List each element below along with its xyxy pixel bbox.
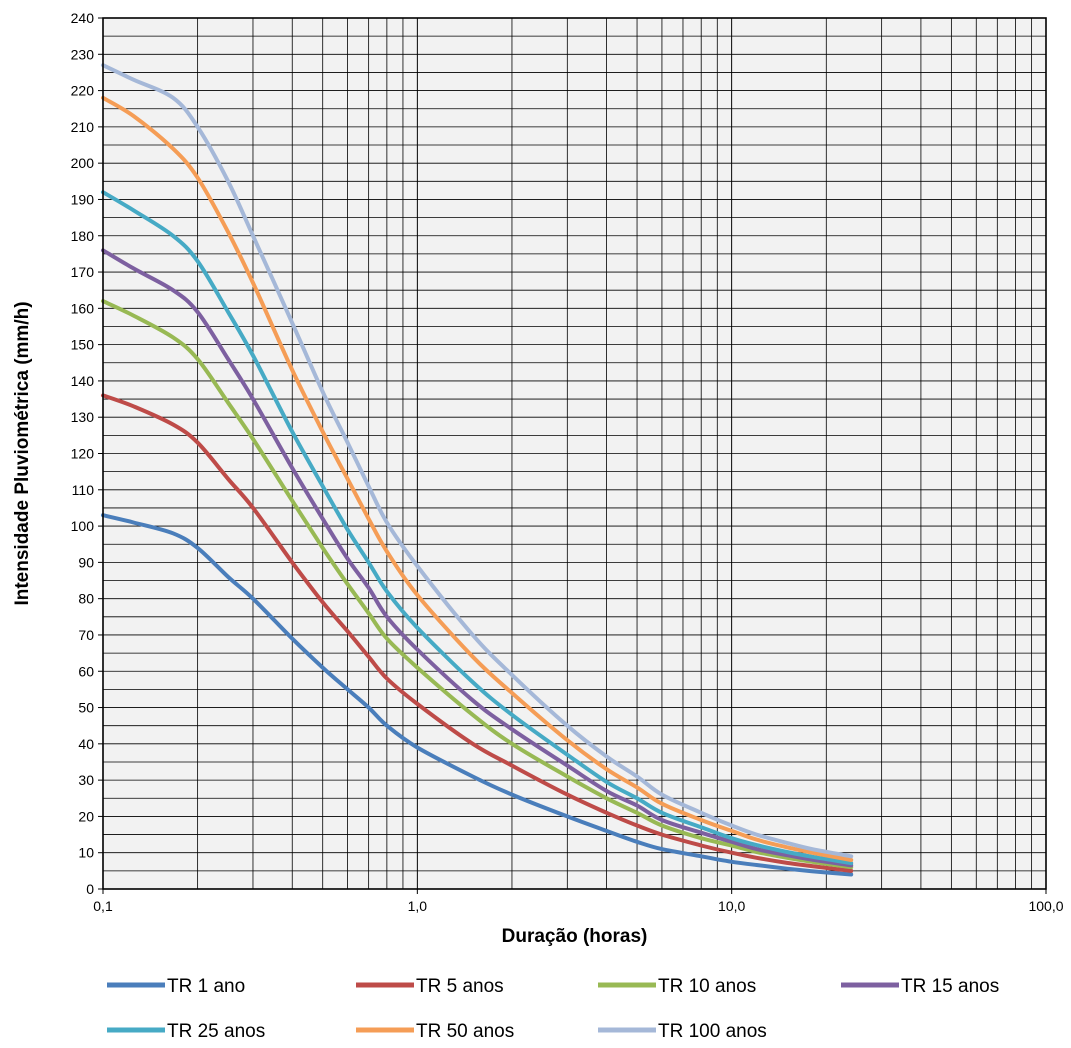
legend-label: TR 100 anos	[658, 1021, 767, 1042]
series-line-6	[101, 95, 854, 862]
series-line-3	[101, 299, 854, 870]
y-tick-label: 30	[78, 772, 94, 788]
y-tick-label: 240	[71, 10, 95, 26]
x-tick-label: 100,0	[1028, 898, 1063, 914]
y-tick-label: 120	[71, 446, 95, 462]
y-axis-title: Intensidade Pluviométrica (mm/h)	[12, 301, 33, 605]
y-tick-label: 70	[78, 627, 94, 643]
x-tick-label: 1,0	[408, 898, 428, 914]
y-tick-label: 140	[71, 373, 95, 389]
y-tick-label: 50	[78, 700, 94, 716]
y-tick-label: 40	[78, 736, 94, 752]
y-tick-label: 130	[71, 409, 95, 425]
y-tick-label: 0	[86, 881, 94, 897]
y-tick-label: 230	[71, 46, 95, 62]
legend-label: TR 10 anos	[658, 976, 756, 997]
y-tick-label: 100	[71, 518, 95, 534]
y-tick-label: 110	[72, 482, 95, 498]
y-tick-label: 10	[78, 845, 94, 861]
series-line-1	[101, 513, 854, 877]
series-line-2	[101, 393, 854, 873]
legend-label: TR 15 anos	[901, 976, 999, 997]
x-axis-ticks: 0,1 1,0 10,0 100,0	[93, 889, 1064, 914]
x-axis-title: Duração (horas)	[502, 926, 648, 947]
series-lines	[101, 63, 854, 877]
legend: TR 1 ano TR 5 anos TR 10 anos TR 15 anos TR …	[107, 976, 999, 1042]
x-tick-label: 10,0	[718, 898, 745, 914]
y-axis-ticks: 0 10 20 30 40 50 60 70 80 90 100 110 120 130 140 150 160…	[71, 10, 103, 897]
x-tick-label: 0,1	[93, 898, 113, 914]
y-tick-label: 150	[71, 337, 95, 353]
series-line-7	[101, 63, 854, 859]
y-tick-label: 90	[78, 554, 94, 570]
y-tick-label: 60	[78, 663, 94, 679]
legend-label: TR 1 ano	[167, 976, 245, 997]
y-tick-label: 20	[78, 808, 94, 824]
y-tick-label: 80	[78, 591, 94, 607]
y-tick-label: 160	[71, 300, 95, 316]
y-tick-label: 190	[71, 191, 95, 207]
y-tick-label: 200	[71, 155, 95, 171]
y-tick-label: 180	[71, 228, 95, 244]
y-tick-label: 210	[71, 119, 95, 135]
series-line-5	[101, 190, 854, 866]
legend-label: TR 50 anos	[416, 1021, 514, 1042]
legend-label: TR 5 anos	[416, 976, 504, 997]
y-tick-label: 170	[71, 264, 95, 280]
legend-label: TR 25 anos	[167, 1021, 265, 1042]
y-tick-label: 220	[71, 83, 95, 99]
series-line-4	[101, 248, 854, 868]
